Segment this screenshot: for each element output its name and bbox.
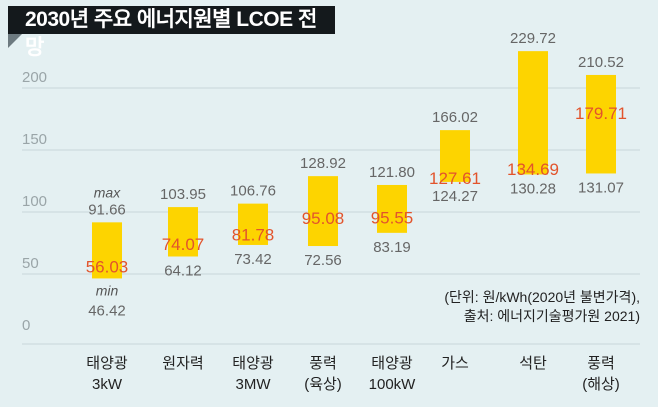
category-sublabel: 3kW [92,376,123,393]
category-sublabel: 100kW [369,376,417,393]
max-value-label: 128.92 [300,155,346,172]
range-bar [518,51,548,175]
min-value-label: 124.27 [432,188,478,205]
range-bar [377,184,407,233]
max-value-label: 166.02 [432,109,478,126]
category-label: 태양광 [232,355,274,372]
range-bar [586,74,616,174]
mid-value-label: 81.78 [232,226,275,245]
range-bar [238,203,268,245]
max-value-label: 91.66 [88,201,126,218]
unit-note: (단위: 원/kWh(2020년 불변가격), [444,289,640,305]
category-label: 풍력 [309,355,337,372]
mid-value-label: 127.61 [429,169,481,188]
category-label: 원자력 [162,355,203,372]
mid-value-label: 95.08 [302,209,345,228]
y-tick-label: 50 [22,255,39,272]
max-value-label: 103.95 [160,186,206,203]
max-value-label: 229.72 [510,30,556,47]
y-tick-label: 100 [22,193,47,210]
max-value-label: 121.80 [369,164,415,181]
y-tick-label: 150 [22,131,47,148]
range-bar [440,130,470,182]
min-value-label: 83.19 [373,239,411,256]
mid-value-label: 179.71 [575,104,627,123]
min-value-label: 72.56 [304,252,342,269]
min-value-label: 131.07 [578,179,624,196]
category-label: 태양광 [86,355,128,372]
range-bar [92,222,122,279]
max-value-label: 210.52 [578,54,624,71]
y-tick-label: 0 [22,317,30,334]
min-value-label: 130.28 [510,180,556,197]
unit-source-note: (단위: 원/kWh(2020년 불변가격), 출처: 에너지기술평가원 202… [444,288,640,326]
range-bar [168,207,198,257]
category-label: 석탄 [519,355,547,372]
category-sublabel: 3MW [236,376,272,393]
category-sublabel: (육상) [304,376,342,393]
category-label: 태양광 [371,355,413,372]
max-value-label: 106.76 [230,183,276,200]
mid-value-label: 74.07 [162,235,205,254]
min-legend-label: min [96,282,119,298]
y-tick-label: 200 [22,69,47,86]
mid-value-label: 134.69 [507,160,559,179]
min-value-label: 73.42 [234,251,272,268]
category-label: 가스 [441,355,469,372]
chart-title: 2030년 주요 에너지원별 LCOE 전망 [8,6,335,59]
mid-value-label: 95.55 [371,209,414,228]
range-bar [308,176,338,247]
max-legend-label: max [94,184,121,200]
category-sublabel: (해상) [582,376,620,393]
source-note: 출처: 에너지기술평가원 2021) [463,308,640,324]
category-label: 풍력 [587,355,615,372]
mid-value-label: 56.03 [86,258,129,277]
min-value-label: 64.12 [164,262,202,279]
min-value-label: 46.42 [88,302,126,319]
